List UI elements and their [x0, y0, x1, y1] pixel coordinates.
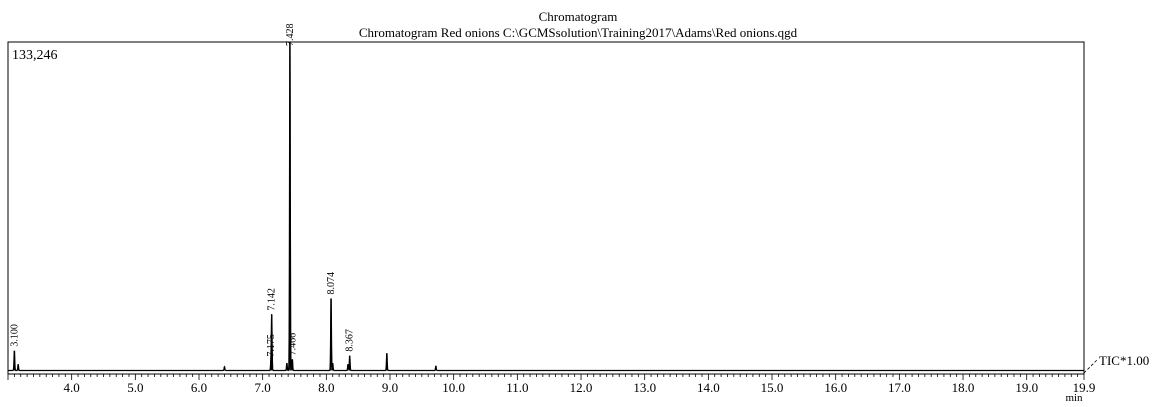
x-axis-unit-label: min	[1065, 392, 1083, 404]
x-tick-label: 9.0	[382, 380, 398, 395]
x-tick-label: 5.0	[127, 380, 143, 395]
x-tick-label: 18.0	[952, 380, 975, 395]
chart-title: Chromatogram	[539, 9, 618, 24]
trace-label-leader	[1083, 358, 1099, 374]
peak-label: 7.428	[285, 24, 296, 47]
peak-label: 3.100	[9, 324, 20, 347]
chart-subtitle: Chromatogram Red onions C:\GCMSsolution\…	[359, 25, 798, 40]
x-tick-label: 14.0	[697, 380, 720, 395]
peak-label: 7.466	[287, 333, 298, 356]
max-intensity-label: 133,246	[12, 48, 58, 63]
x-tick-label: 11.0	[506, 380, 528, 395]
trace-label: TIC*1.00	[1099, 353, 1149, 368]
x-tick-label: 6.0	[191, 380, 207, 395]
x-tick-label: 13.0	[633, 380, 656, 395]
x-tick-label: 17.0	[888, 380, 911, 395]
tic-trace-line	[8, 42, 1084, 372]
x-tick-label: 15.0	[761, 380, 784, 395]
x-tick-label: 10.0	[442, 380, 465, 395]
x-tick-label: 16.0	[824, 380, 847, 395]
x-tick-label: 7.0	[255, 380, 271, 395]
peak-label: 8.074	[326, 272, 337, 295]
plot-frame	[7, 41, 1085, 375]
x-tick-label: 19.9	[1073, 380, 1096, 395]
x-tick-label: 4.0	[64, 380, 80, 395]
x-tick-label: 12.0	[570, 380, 593, 395]
peak-label: 7.142	[267, 288, 278, 311]
x-tick-label: 8.0	[318, 380, 334, 395]
peak-label: 8.367	[345, 329, 356, 352]
x-tick-label: 19.0	[1015, 380, 1038, 395]
x-axis-ticks: 4.0 5.0 6.0 7.0 8.0 9.0 10.0 11.0 12.0 13.0 14.0 15…	[7, 374, 1096, 395]
